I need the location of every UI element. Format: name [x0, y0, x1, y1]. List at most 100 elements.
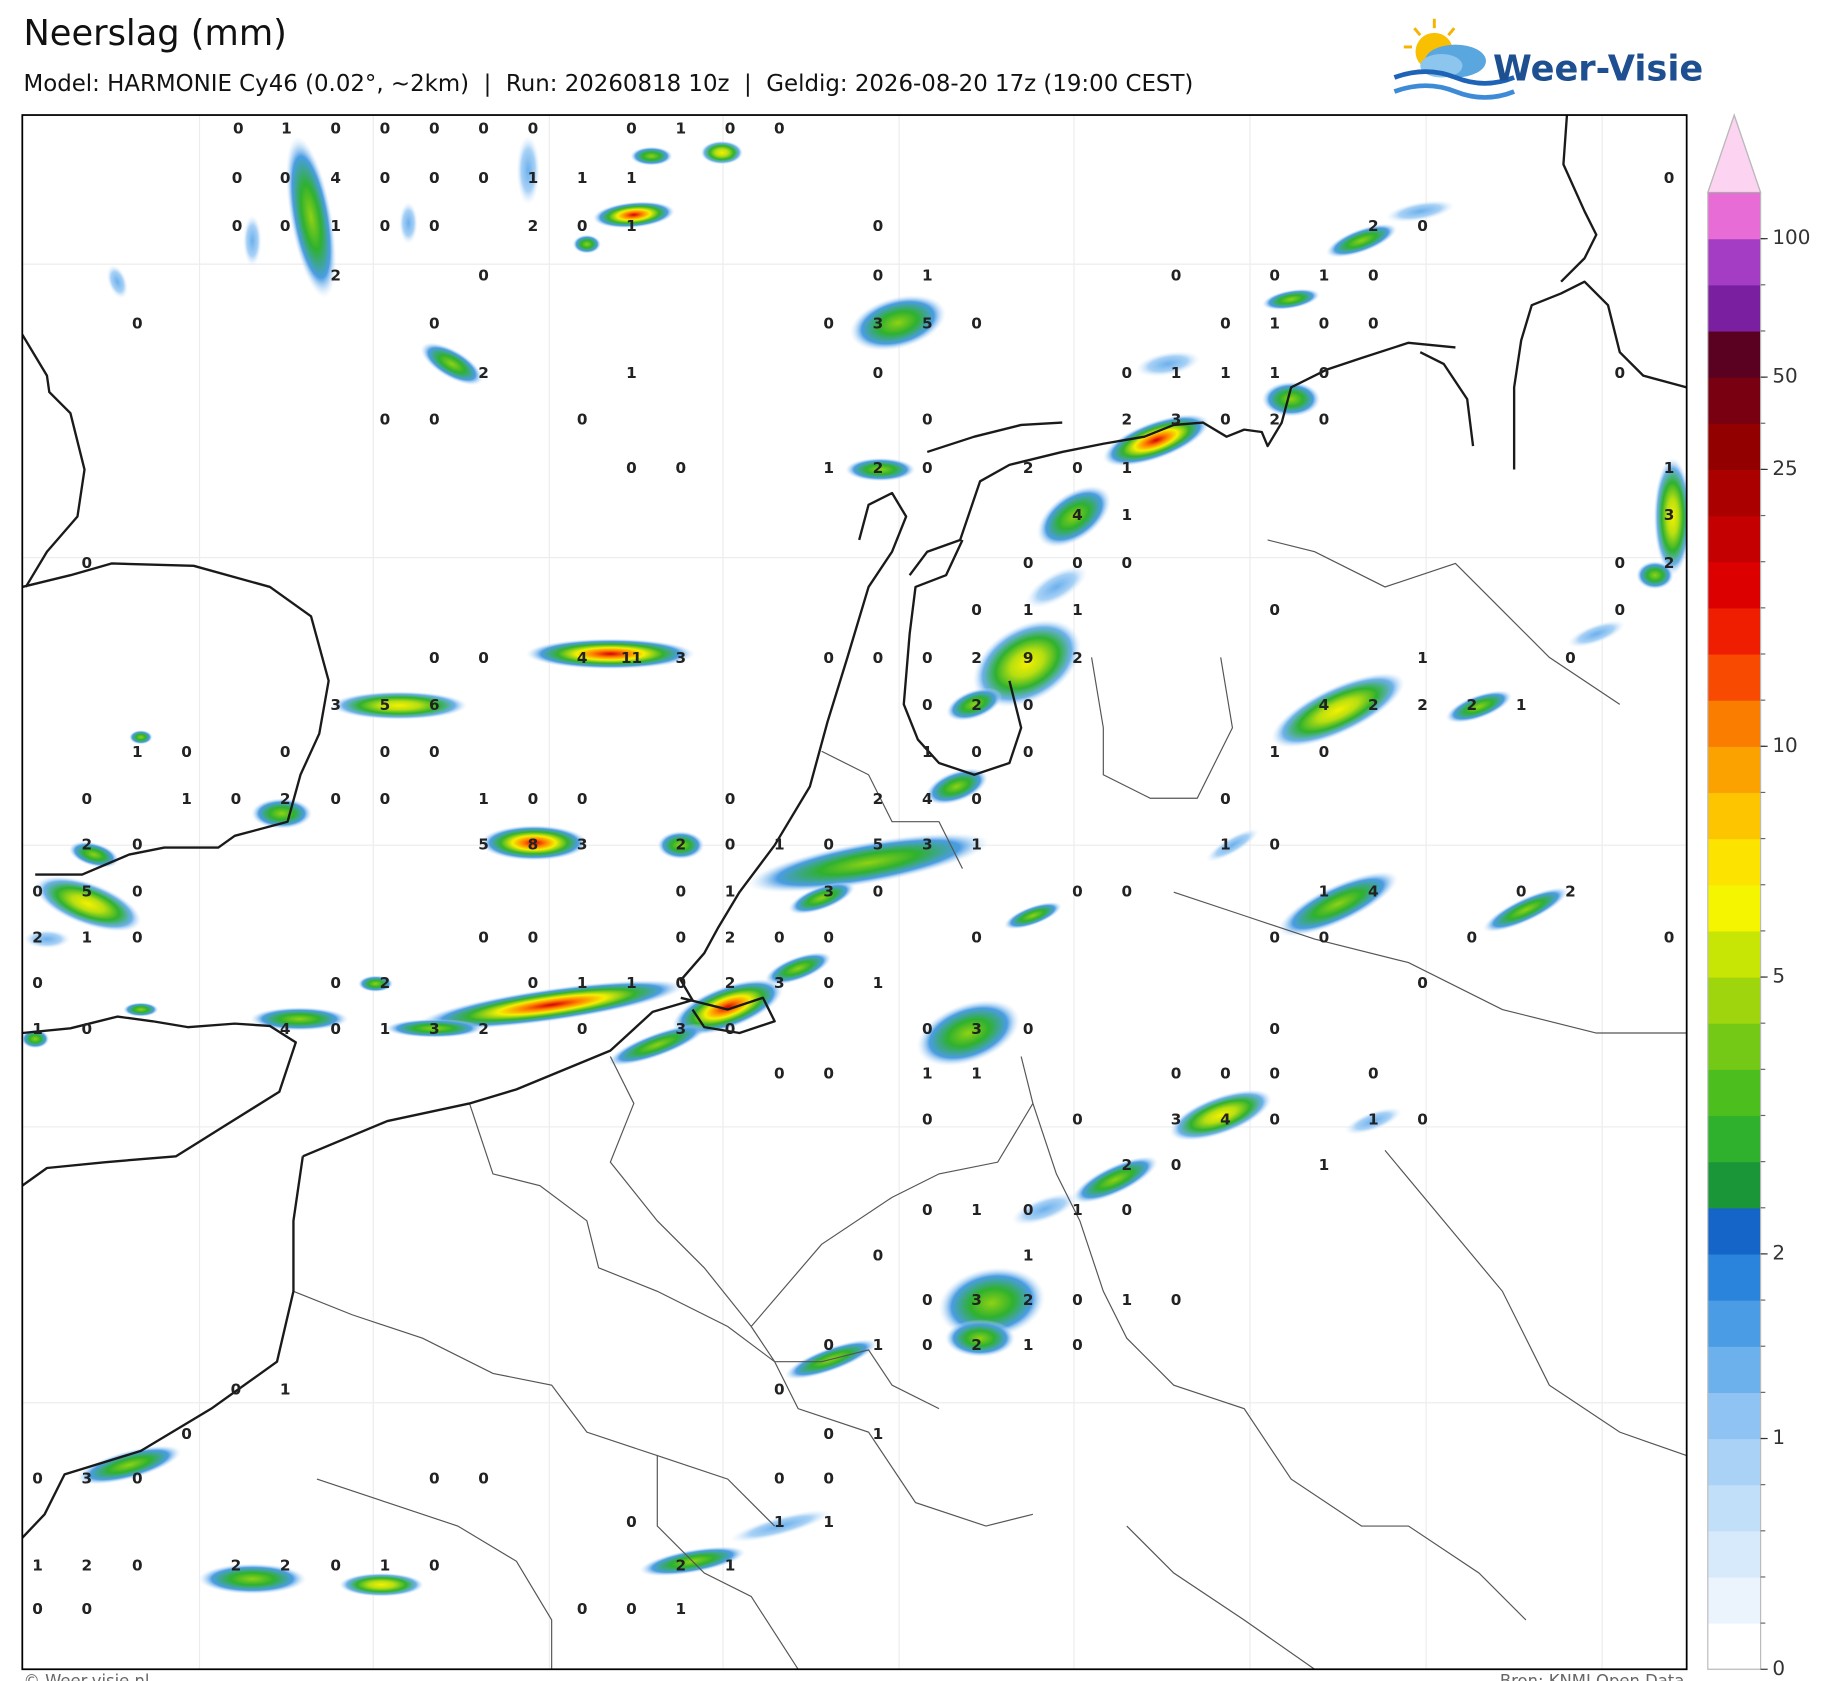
precip-label: 1: [577, 169, 588, 187]
colorbar-segment: [1707, 377, 1761, 424]
precip-label: 0: [626, 120, 637, 138]
precip-label: 0: [971, 790, 982, 808]
precip-label: 0: [1417, 217, 1428, 235]
precip-label: 1: [922, 1065, 933, 1083]
colorbar-segment: [1707, 746, 1761, 794]
precip-label: 1: [1269, 314, 1280, 332]
precip-label: 0: [626, 1600, 637, 1618]
precip-area: [384, 1018, 484, 1038]
colorbar-segment: [1707, 238, 1761, 286]
precip-label: 0: [82, 1020, 93, 1038]
precip-label: 4: [1368, 883, 1379, 901]
precip-label: 0: [330, 1556, 341, 1574]
precip-label: 0: [823, 1425, 834, 1443]
precip-area: [1567, 620, 1626, 648]
colorbar-segment: [1707, 1530, 1761, 1578]
colorbar-segment: [1707, 1392, 1761, 1440]
precip-label: 2: [380, 974, 391, 992]
precip-label: 0: [380, 217, 391, 235]
precip-label: 1: [1220, 364, 1231, 382]
precip-label: 2: [1467, 696, 1478, 714]
precip-area: [1102, 414, 1210, 467]
precip-label: 0: [922, 1336, 933, 1354]
precip-label: 2: [528, 217, 539, 235]
precip-area: [1025, 565, 1088, 609]
precip-label: 2: [1368, 696, 1379, 714]
precip-label: 3: [429, 1020, 440, 1038]
precip-label: 1: [823, 1513, 834, 1531]
precip-label: 0: [1417, 1110, 1428, 1128]
precip-label: 2: [971, 696, 982, 714]
precip-label: 0: [1023, 743, 1034, 761]
precip-area: [729, 1509, 832, 1543]
precip-label: 3: [675, 649, 686, 667]
precip-label: 5: [380, 696, 391, 714]
precip-label: 1: [675, 120, 686, 138]
precip-label: 2: [1023, 459, 1034, 477]
precip-area: [357, 975, 394, 992]
precip-label: 0: [1319, 928, 1330, 946]
precip-label: 1: [1023, 1336, 1034, 1354]
precip-label: 0: [478, 120, 489, 138]
precip-label: 1: [32, 1556, 43, 1574]
map-background: [22, 115, 1687, 1670]
precip-label: 1: [380, 1020, 391, 1038]
precip-area: [1004, 901, 1062, 930]
precip-label: 0: [429, 314, 440, 332]
precip-label: 2: [478, 1020, 489, 1038]
precip-label: 2: [675, 836, 686, 854]
precip-label: 3: [330, 696, 341, 714]
colorbar-segment: [1707, 1023, 1761, 1070]
precip-label: 0: [971, 743, 982, 761]
precip-label: 2: [82, 836, 93, 854]
precip-label: 0: [922, 1020, 933, 1038]
precip-label: 0: [1269, 928, 1280, 946]
precip-area: [592, 201, 675, 229]
precip-area: [68, 841, 120, 868]
precip-label: 1: [971, 836, 982, 854]
precip-label: 0: [1417, 974, 1428, 992]
precip-label: 0: [32, 1470, 43, 1488]
precip-label: 0: [922, 1291, 933, 1309]
colorbar-segment: [1707, 1346, 1761, 1393]
precip-label: 0: [233, 120, 244, 138]
precip-label: 0: [82, 554, 93, 572]
precip-label: 0: [478, 649, 489, 667]
precip-area: [1445, 690, 1513, 724]
precip-label: 8: [528, 836, 539, 854]
precip-label: 0: [823, 649, 834, 667]
precip-label: 2: [675, 1556, 686, 1574]
precip-area: [198, 1563, 307, 1595]
precip-label: 0: [1072, 1291, 1083, 1309]
colorbar-segment: [1707, 607, 1761, 655]
precip-label: 0: [1220, 411, 1231, 429]
precip-label: 1: [725, 883, 736, 901]
colorbar-segment: [1707, 1623, 1761, 1670]
precip-label: 11: [621, 649, 642, 667]
precip-label: 0: [528, 120, 539, 138]
precip-label: 0: [1072, 883, 1083, 901]
precip-label: 0: [1220, 790, 1231, 808]
precip-area: [572, 234, 601, 254]
precip-label: 0: [181, 1425, 192, 1443]
colorbar-segment: [1707, 1300, 1761, 1347]
precip-label: 2: [280, 790, 291, 808]
precip-area: [285, 136, 337, 299]
precip-label: 1: [823, 459, 834, 477]
precip-label: 0: [823, 928, 834, 946]
precip-label: 0: [577, 1020, 588, 1038]
precip-label: 0: [1319, 314, 1330, 332]
precip-label: 0: [1121, 883, 1132, 901]
colorbar-segment: [1707, 515, 1761, 563]
precip-label: 0: [922, 411, 933, 429]
precip-label: 0: [823, 314, 834, 332]
precip-label: 0: [1220, 1065, 1231, 1083]
logo-text: Weer-Visie: [1493, 48, 1703, 89]
precip-label: 0: [1368, 1065, 1379, 1083]
precip-label: 2: [1269, 411, 1280, 429]
precip-area: [1262, 288, 1321, 310]
precip-label: 1: [626, 974, 637, 992]
precip-label: 0: [922, 1201, 933, 1219]
